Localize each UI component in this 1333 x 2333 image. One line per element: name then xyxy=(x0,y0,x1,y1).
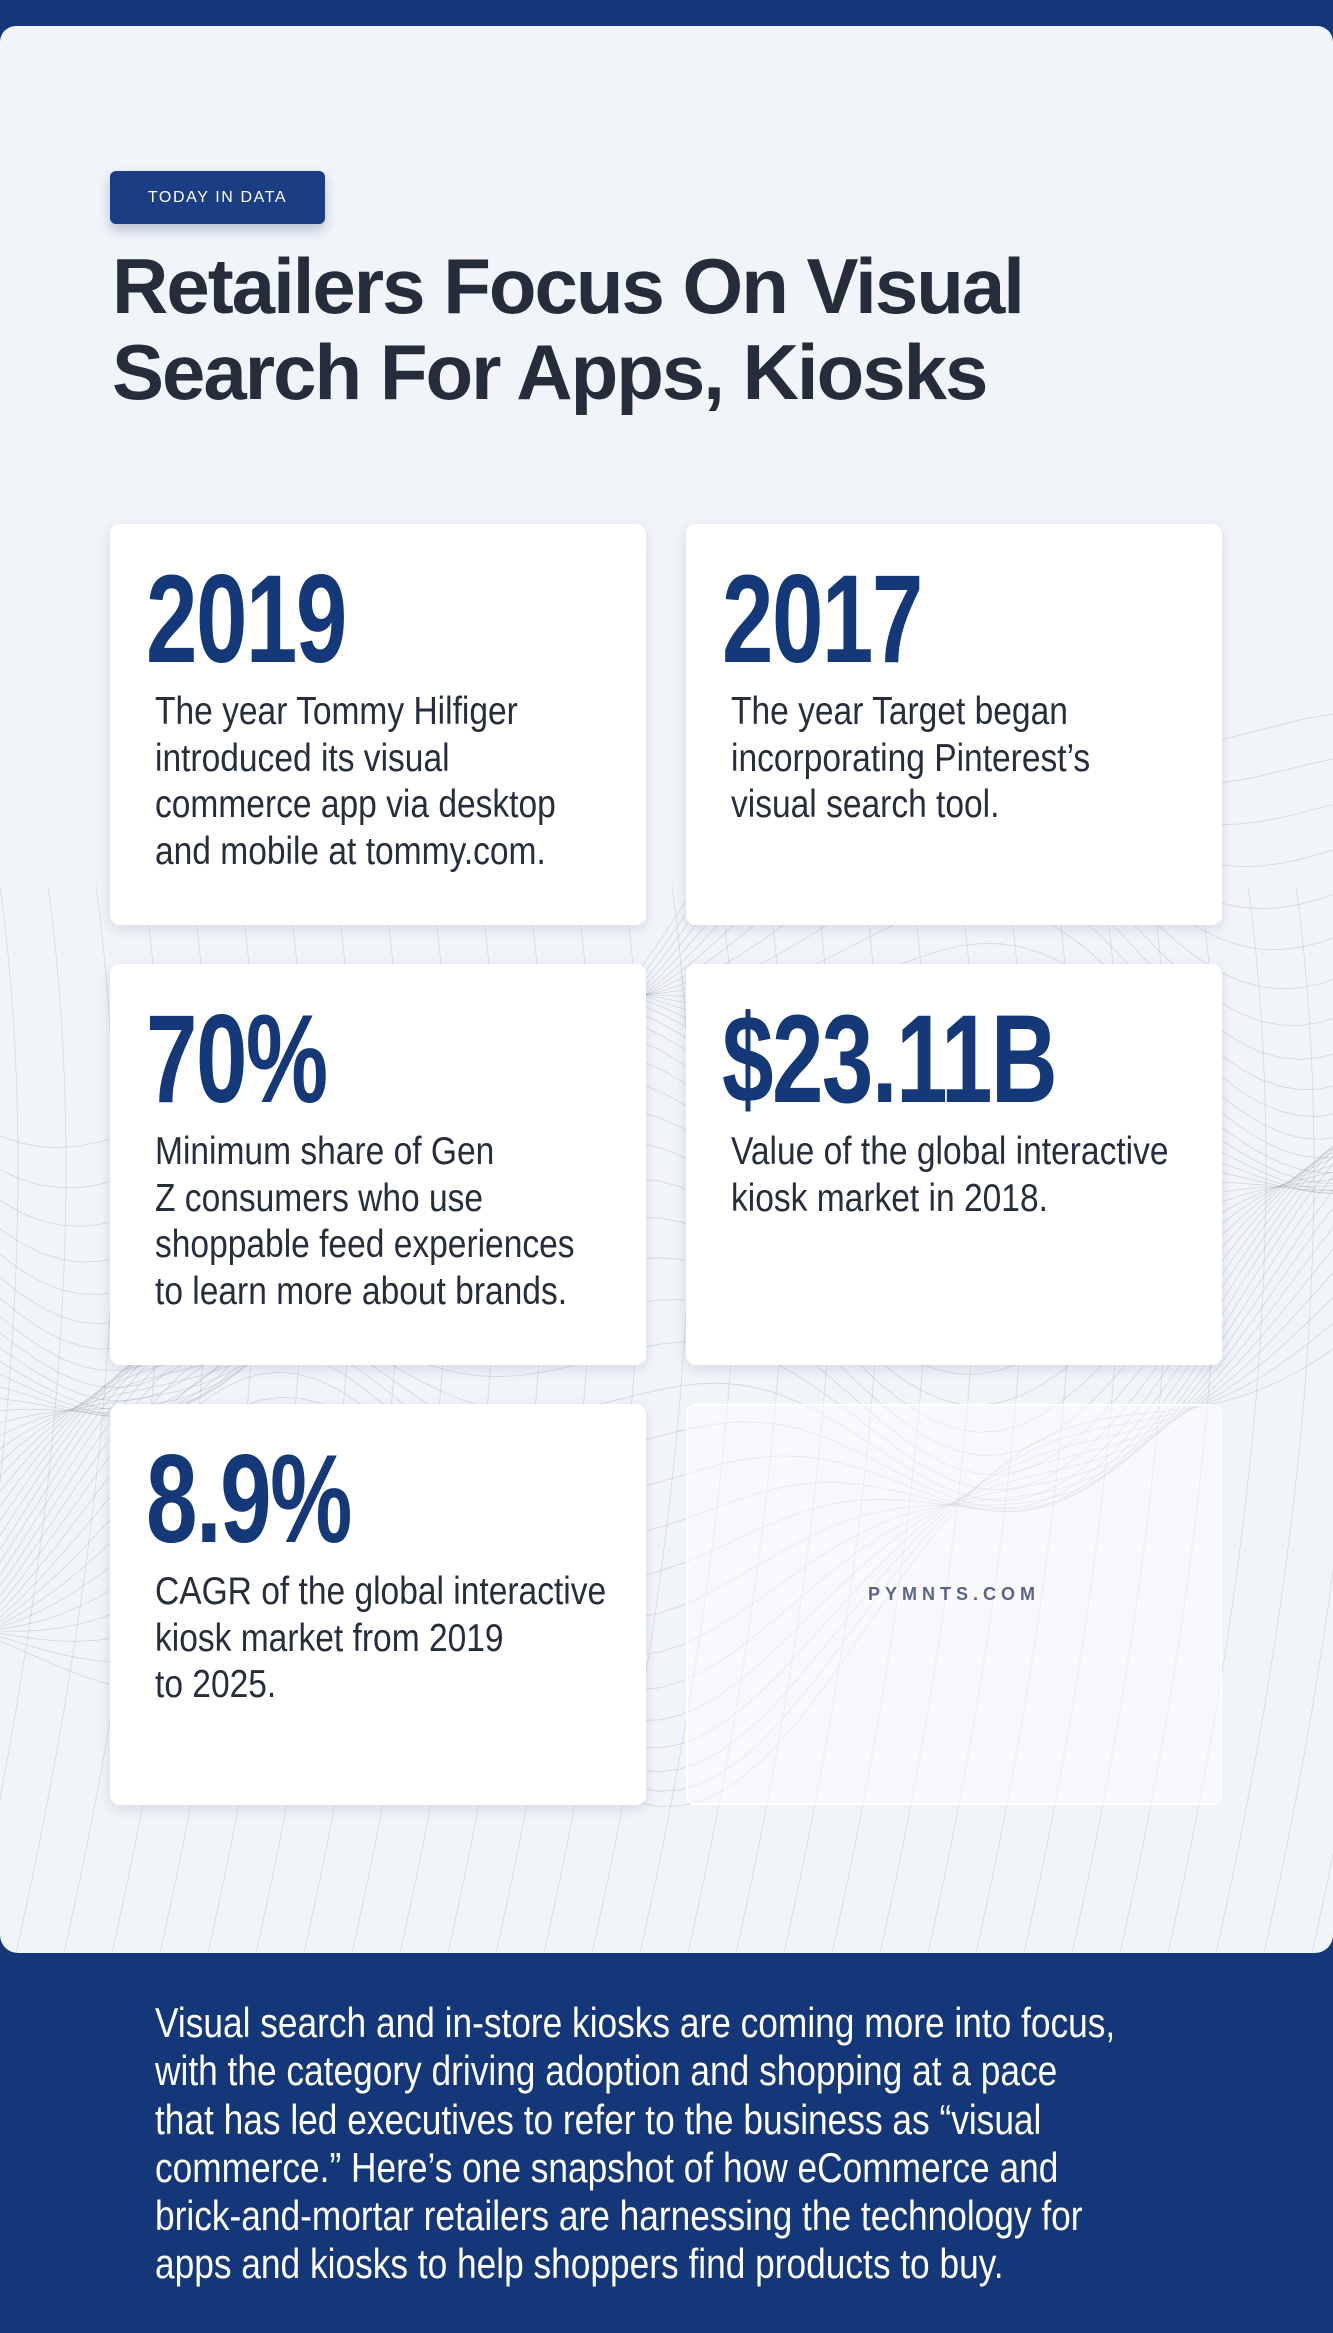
summary-line: apps and kiosks to help shoppers find pr… xyxy=(155,2240,1004,2288)
desc-line: to learn more about brands. xyxy=(155,1270,568,1314)
desc-line: The year Target began xyxy=(731,690,1068,733)
mesh-line xyxy=(1311,1852,1333,1953)
top-band xyxy=(0,0,1333,26)
stat-value: 70% xyxy=(146,990,328,1129)
desc-line: Value of the global interactive xyxy=(731,1130,1169,1173)
summary-line: brick-and-mortar retailers are harnessin… xyxy=(155,2192,1083,2240)
pymnts-logo: PYMNTS.COM xyxy=(867,1584,1040,1604)
desc-line: kiosk market in 2018. xyxy=(731,1176,1048,1220)
desc-line: Minimum share of Gen xyxy=(155,1130,495,1173)
stat-value: 2017 xyxy=(722,550,923,689)
stat-description: The year Tommy Hilfiger introduced its v… xyxy=(155,689,556,876)
today-in-data-tag: TODAY IN DATA xyxy=(110,171,325,224)
mesh-line xyxy=(1263,1568,1333,1953)
desc-line: kiosk market from 2019 xyxy=(155,1616,504,1660)
brand-card: PYMNTS.COM xyxy=(686,1404,1222,1805)
title-line: Search For Apps, Kiosks xyxy=(112,328,988,416)
stat-card-kiosk-cagr: 8.9% CAGR of the global interactive kios… xyxy=(110,1404,646,1805)
desc-line: and mobile at tommy.com. xyxy=(155,830,546,874)
stat-description: CAGR of the global interactive kiosk mar… xyxy=(155,1569,606,1709)
mesh-line xyxy=(1167,885,1267,1953)
summary-text: Visual search and in-store kiosks are co… xyxy=(155,1999,1115,2289)
stat-value: 2019 xyxy=(146,550,347,689)
summary-line: that has led executives to refer to the … xyxy=(155,2095,1042,2143)
page-title: Retailers Focus On Visual Search For App… xyxy=(112,242,1025,416)
stat-description: The year Target began incorporating Pint… xyxy=(731,689,1090,829)
mesh-line xyxy=(1215,885,1315,1953)
desc-line: visual search tool. xyxy=(731,783,1000,827)
desc-line: to 2025. xyxy=(155,1663,277,1707)
stat-description: Value of the global interactive kiosk ma… xyxy=(731,1129,1169,1222)
mesh-line xyxy=(0,1175,1333,1618)
stat-card-tommy: 2019 The year Tommy Hilfiger introduced … xyxy=(110,524,646,925)
summary-line: commerce.” Here’s one snapshot of how eC… xyxy=(155,2143,1059,2191)
desc-line: shoppable feed experiences xyxy=(155,1223,575,1267)
stat-card-kiosk-value: $23.11B Value of the global interactive … xyxy=(686,964,1222,1365)
desc-line: introduced its visual xyxy=(155,736,450,780)
desc-line: incorporating Pinterest’s xyxy=(731,736,1091,780)
stat-value: 8.9% xyxy=(146,1430,352,1569)
desc-line: The year Tommy Hilfiger xyxy=(155,690,518,733)
stat-description: Minimum share of Gen Z consumers who use… xyxy=(155,1129,575,1316)
content-panel: TODAY IN DATA Retailers Focus On Visual … xyxy=(0,26,1333,1953)
stat-card-target: 2017 The year Target began incorporating… xyxy=(686,524,1222,925)
title-line: Retailers Focus On Visual xyxy=(112,242,1025,330)
desc-line: CAGR of the global interactive xyxy=(155,1570,607,1613)
stat-card-genz: 70% Minimum share of Gen Z consumers who… xyxy=(110,964,646,1365)
desc-line: Z consumers who use xyxy=(155,1176,484,1220)
summary-line: Visual search and in-store kiosks are co… xyxy=(155,1999,1116,2046)
summary-line: with the category driving adoption and s… xyxy=(155,2047,1058,2095)
mesh-line xyxy=(0,885,19,1485)
stat-value: $23.11B xyxy=(722,990,1058,1129)
mesh-line xyxy=(15,885,115,1953)
desc-line: commerce app via desktop xyxy=(155,783,556,827)
mesh-line xyxy=(0,1163,1333,1613)
mesh-line xyxy=(0,885,67,1801)
